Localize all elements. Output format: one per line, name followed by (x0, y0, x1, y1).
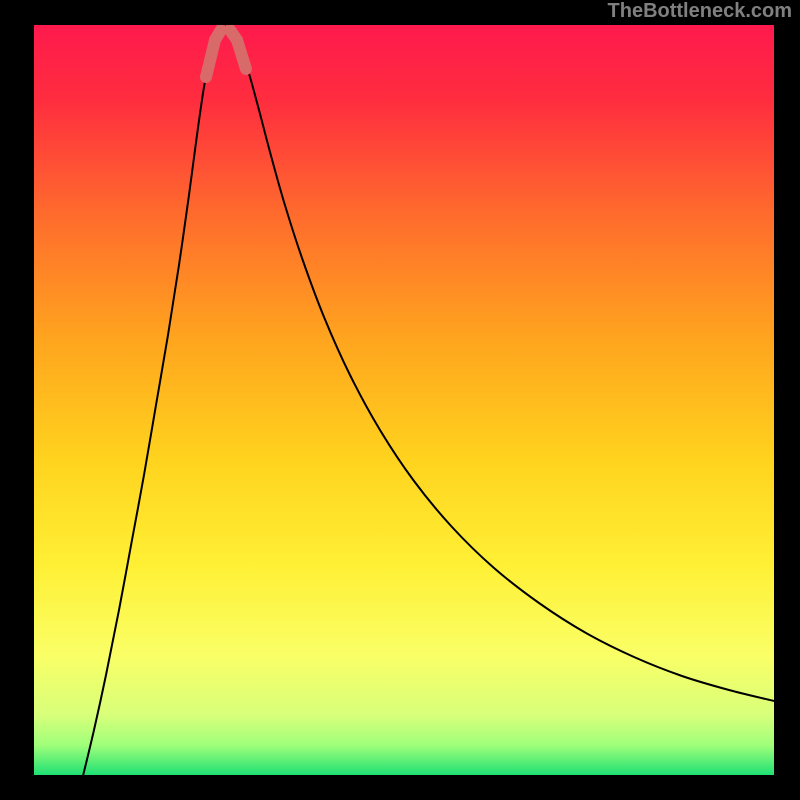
gradient-background (34, 25, 774, 775)
valley-marker (215, 30, 221, 40)
plot-canvas (34, 25, 774, 775)
plot-area (34, 25, 774, 775)
chart-frame: TheBottleneck.com (0, 0, 800, 800)
watermark-text: TheBottleneck.com (608, 0, 792, 23)
